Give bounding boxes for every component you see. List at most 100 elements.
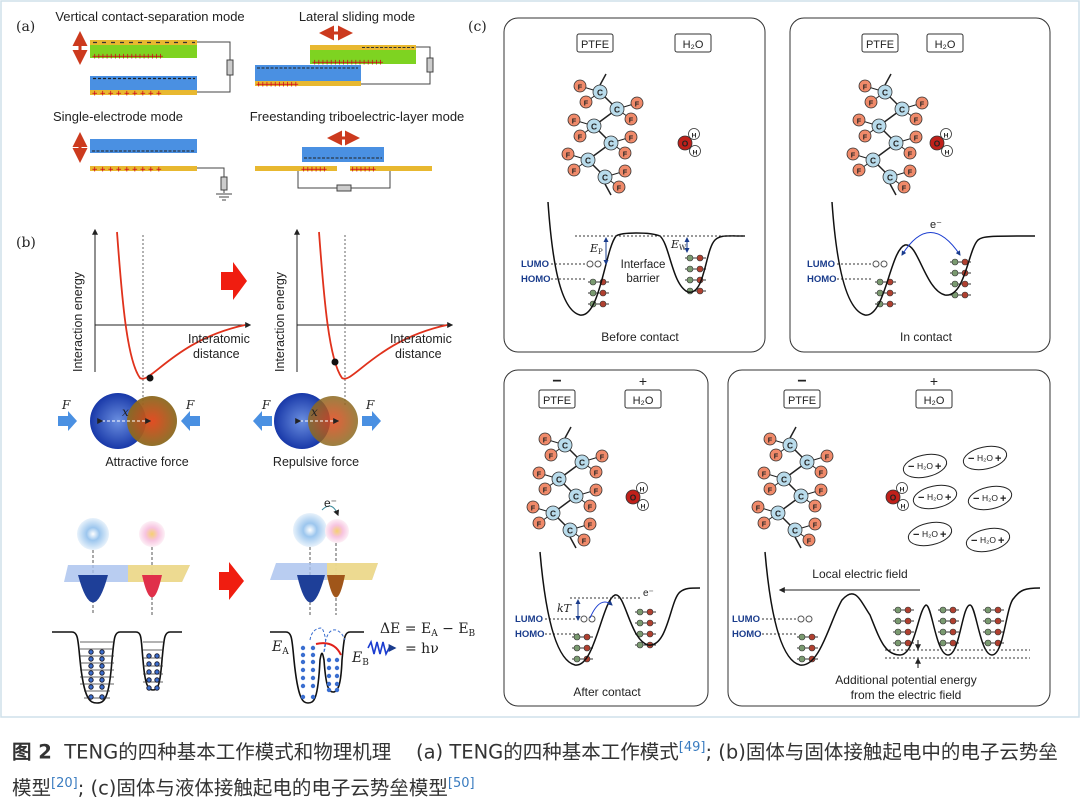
carbon-atom-symbol: C — [550, 509, 556, 519]
panel-b-label: (b) — [16, 235, 36, 251]
electron-dot — [686, 265, 694, 273]
electron-dot — [886, 300, 894, 308]
lateral-mode-diagram: +++++++++++++++++ ++++++++++ — [255, 25, 434, 90]
force-arrow-icon — [58, 411, 77, 431]
svg-text:+++++++++: +++++++++ — [92, 165, 164, 175]
carbon-atom-symbol: C — [556, 475, 562, 485]
hydrogen-atom — [897, 499, 909, 511]
potential-curve — [318, 231, 448, 380]
additional-energy-label-1: Additional potential energy — [835, 673, 976, 687]
electron-dot — [146, 661, 152, 667]
before-contact-label: Before contact — [601, 330, 679, 344]
electron-dot — [686, 276, 694, 284]
electron-dot — [646, 630, 654, 638]
electron-dot — [951, 280, 959, 288]
electron-dot — [994, 617, 1002, 625]
orbital-stack — [797, 633, 818, 663]
fluorine-atom — [864, 95, 878, 109]
resistor-icon — [336, 184, 352, 192]
electron-dot — [300, 667, 306, 673]
hydrogen-atom — [940, 128, 952, 140]
electron-dot — [646, 619, 654, 627]
electron-dot — [300, 675, 306, 681]
force-arrow-icon — [253, 411, 272, 431]
carbon-atom — [776, 471, 792, 487]
fluorine-atom-symbol: F — [578, 83, 583, 92]
x-axis-label-2: distance — [193, 347, 240, 361]
fluorine-atom-symbol: F — [851, 151, 856, 160]
water-molecule: OH H — [929, 128, 953, 157]
fluorine-atom — [573, 129, 587, 143]
bond — [564, 426, 572, 439]
electron-dot — [984, 617, 992, 625]
electron-dot — [310, 645, 316, 651]
mode-title-single: Single-electrode mode — [53, 109, 183, 124]
fluorine-atom — [579, 95, 593, 109]
fluorine-atom-symbol: F — [629, 134, 634, 143]
empty-orbital — [586, 260, 594, 268]
in-contact-label: In contact — [900, 330, 953, 344]
ptfe-label: PTFE — [581, 39, 609, 51]
fluorine-atom-symbol: F — [588, 503, 593, 512]
electron-dot — [310, 683, 316, 689]
electron-dot — [146, 669, 152, 675]
fluorine-atom — [624, 112, 638, 126]
electron-dot — [99, 670, 105, 676]
carbon-atom — [551, 471, 567, 487]
electron-dot — [636, 641, 644, 649]
electron-dot — [146, 677, 152, 683]
electron-label: e⁻ — [930, 219, 942, 231]
electron-label: e⁻ — [324, 496, 337, 510]
mode-title-lateral: Lateral sliding mode — [299, 9, 415, 24]
electron-dot — [808, 644, 816, 652]
fluorine-atom-symbol: F — [629, 116, 634, 125]
carbon-atom-symbol: C — [887, 173, 893, 183]
positive-charge-sign: + — [930, 373, 938, 389]
carbon-atom-symbol: C — [608, 139, 614, 149]
fluorine-atom-symbol: F — [584, 99, 589, 108]
carbon-atom — [865, 152, 881, 168]
electron-dot — [696, 254, 704, 262]
fluorine-atom — [532, 516, 546, 530]
right-arrow-icon — [221, 262, 247, 300]
fluorine-atom — [915, 96, 929, 110]
fluorine-atom — [808, 499, 822, 513]
hydrogen-atom-symbol: H — [641, 504, 646, 511]
ion-h2o: H₂O — [980, 535, 996, 545]
electron-dot — [589, 289, 597, 297]
hydrogen-atom — [896, 482, 908, 494]
fluorine-atom — [589, 465, 603, 479]
fluorine-atom — [567, 113, 581, 127]
electron-dot — [99, 694, 105, 700]
vertical-mode-diagram: +++++++++++++++++ +++++++++ — [72, 31, 234, 99]
hydrogen-atom — [636, 482, 648, 494]
electron-dot — [904, 628, 912, 636]
fluorine-atom — [561, 147, 575, 161]
kt-label: kT — [557, 602, 573, 615]
electron-dot — [951, 269, 959, 277]
panel-a-label: (a) — [16, 19, 35, 35]
electron-dot — [939, 628, 947, 636]
fluorine-atom-symbol: F — [762, 520, 767, 529]
h2o-label-box — [926, 33, 964, 53]
oxygen-atom — [677, 135, 693, 151]
ion-h2o: H₂O — [917, 461, 933, 471]
carbon-atom — [603, 135, 619, 151]
bond — [884, 73, 892, 86]
citation-link[interactable]: [50] — [447, 775, 475, 791]
bond — [789, 426, 797, 439]
citation-link[interactable]: [49] — [678, 740, 706, 755]
citation-link[interactable]: [20] — [51, 775, 78, 791]
fluorine-atom-symbol: F — [902, 184, 907, 193]
electron-dot — [984, 606, 992, 614]
mode-title-freestanding: Freestanding triboelectric-layer mode — [250, 109, 465, 124]
ion-ellipse — [965, 527, 1011, 553]
fluorine-atom-symbol: F — [623, 168, 628, 177]
hydrogen-atom — [689, 145, 701, 157]
negative-charge-sign: − — [552, 373, 561, 390]
distance-symbol: x — [311, 405, 318, 419]
electron-dot — [88, 656, 94, 662]
force-arrow-icon — [362, 411, 381, 431]
